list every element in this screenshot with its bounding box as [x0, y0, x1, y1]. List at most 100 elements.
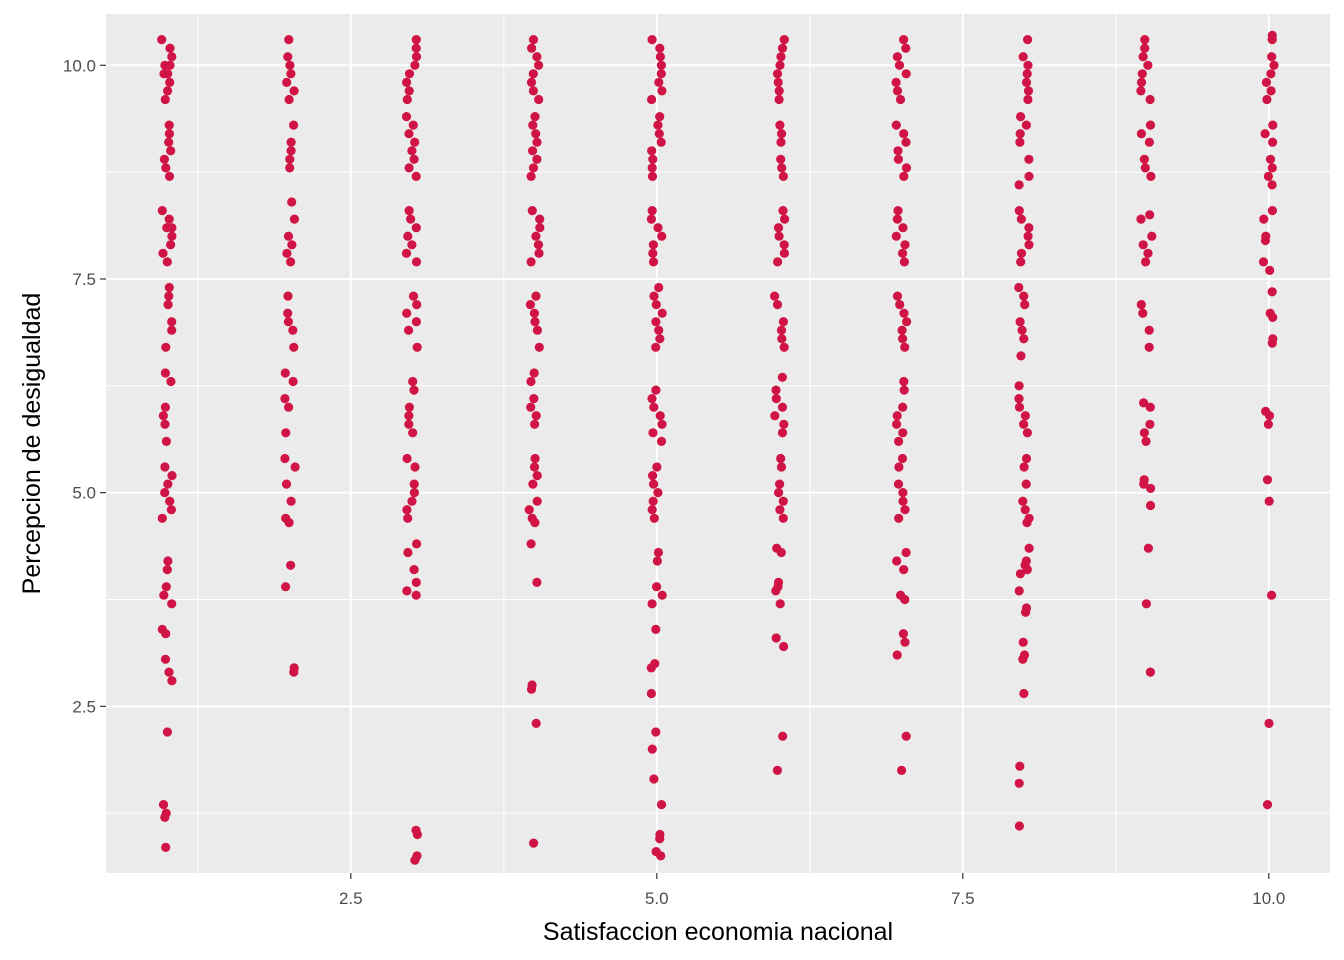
- data-point: [532, 137, 542, 147]
- data-point: [1016, 248, 1027, 258]
- data-point: [402, 453, 412, 464]
- data-point: [409, 488, 419, 498]
- data-point: [657, 419, 667, 429]
- data-point: [404, 419, 414, 429]
- data-point: [776, 52, 786, 62]
- data-point: [1137, 69, 1147, 79]
- data-point: [1267, 163, 1277, 173]
- data-point: [530, 419, 540, 429]
- data-point: [1145, 667, 1155, 677]
- data-point: [1021, 607, 1031, 617]
- data-point: [529, 368, 539, 378]
- data-point: [1267, 180, 1277, 190]
- data-point: [407, 240, 417, 250]
- data-point: [410, 855, 420, 865]
- data-point: [530, 317, 540, 327]
- data-point: [1019, 688, 1029, 699]
- data-point: [160, 462, 170, 472]
- data-point: [1139, 428, 1149, 438]
- data-point: [772, 69, 783, 79]
- data-point: [289, 86, 299, 96]
- data-point: [1022, 565, 1032, 575]
- data-point: [656, 69, 666, 79]
- data-point: [647, 599, 657, 609]
- data-point: [651, 300, 661, 310]
- x-tick-label: 5.0: [645, 889, 669, 908]
- data-point: [770, 411, 780, 421]
- data-point: [409, 565, 419, 575]
- major-gridlines: [106, 14, 1330, 873]
- data-point: [897, 765, 907, 776]
- data-point: [1023, 86, 1034, 96]
- data-point: [532, 52, 542, 62]
- data-point: [901, 547, 911, 558]
- data-point: [1022, 428, 1032, 438]
- data-point: [1263, 419, 1273, 429]
- data-point: [1145, 210, 1155, 220]
- data-point: [161, 342, 171, 352]
- data-point: [892, 556, 902, 566]
- data-point: [409, 385, 419, 395]
- data-point: [900, 594, 910, 605]
- data-point: [646, 214, 657, 224]
- data-point: [286, 257, 296, 267]
- data-point: [289, 120, 299, 130]
- data-point: [1144, 342, 1154, 352]
- data-point: [286, 69, 296, 79]
- data-point: [779, 248, 790, 258]
- data-point: [167, 471, 177, 481]
- data-point: [528, 163, 539, 173]
- data-point: [1268, 137, 1278, 147]
- data-point: [776, 137, 786, 147]
- data-point: [281, 582, 291, 592]
- data-point: [654, 129, 664, 139]
- data-point: [1138, 308, 1148, 318]
- data-point: [402, 308, 412, 318]
- x-tick-label: 10.0: [1252, 889, 1285, 908]
- data-point: [1267, 35, 1277, 45]
- data-point: [777, 163, 787, 173]
- data-point: [774, 231, 784, 241]
- data-point: [160, 402, 170, 412]
- data-point: [1262, 94, 1272, 105]
- data-point: [534, 342, 544, 352]
- data-point: [898, 402, 908, 412]
- data-point: [280, 394, 290, 404]
- data-point: [1144, 137, 1154, 147]
- data-point: [404, 86, 414, 96]
- data-point: [898, 488, 908, 498]
- data-point: [163, 300, 173, 310]
- data-point: [1023, 60, 1033, 70]
- data-point: [900, 342, 910, 352]
- data-point: [1023, 94, 1033, 105]
- data-point: [647, 171, 658, 181]
- data-point: [652, 556, 663, 566]
- data-point: [531, 411, 541, 421]
- data-point: [1143, 60, 1153, 70]
- data-point: [776, 453, 786, 464]
- data-point: [1138, 240, 1148, 250]
- data-point: [655, 411, 665, 421]
- data-point: [649, 479, 659, 489]
- data-point: [777, 129, 787, 139]
- data-point: [648, 428, 658, 438]
- data-point: [779, 419, 789, 429]
- data-point: [1024, 240, 1034, 250]
- data-point: [776, 462, 787, 472]
- data-point: [891, 231, 901, 241]
- data-point: [893, 479, 904, 489]
- data-point: [1014, 180, 1024, 190]
- data-point: [158, 248, 168, 258]
- data-point: [288, 325, 298, 335]
- data-point: [164, 282, 174, 293]
- data-point: [899, 129, 909, 139]
- data-point: [1145, 402, 1155, 412]
- data-point: [1136, 86, 1146, 96]
- data-point: [166, 376, 176, 387]
- data-point: [1018, 496, 1028, 506]
- data-point: [408, 120, 418, 130]
- data-point: [1143, 543, 1153, 553]
- data-point: [1266, 86, 1276, 96]
- data-point: [776, 325, 787, 335]
- data-point: [772, 765, 783, 776]
